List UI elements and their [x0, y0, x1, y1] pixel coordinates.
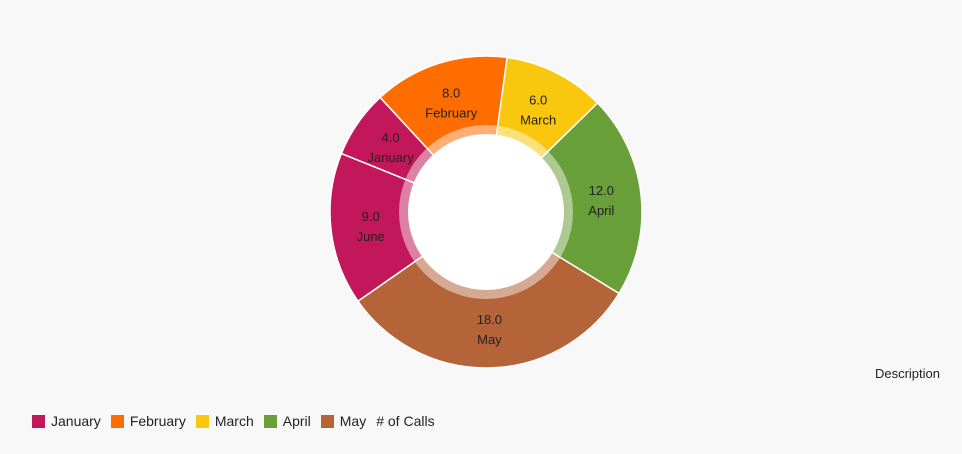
slice-label-group: 4.0 January 8.0 February 6.0 March 12.0 April 18…: [357, 85, 615, 347]
slice-april[interactable]: [484, 101, 643, 295]
legend-label: March: [214, 413, 254, 429]
slice-may[interactable]: [356, 211, 621, 369]
legend-item-april[interactable]: April: [263, 413, 311, 429]
legend-item-february[interactable]: February: [110, 413, 186, 429]
legend: January February March April May # of Calls: [32, 413, 435, 429]
legend-swatch: [32, 414, 45, 428]
legend-label: April: [282, 413, 311, 429]
legend-swatch: [263, 414, 277, 428]
slice-value-label: 6.0: [529, 92, 547, 107]
legend-label: May: [339, 413, 367, 429]
slice-category-label: January: [367, 150, 414, 165]
slice-category-label: March: [520, 112, 556, 127]
slice-value-label: 8.0: [442, 85, 460, 100]
legend-item-january[interactable]: January: [32, 413, 101, 429]
legend-label: February: [129, 413, 186, 429]
legend-items: January February March April May: [32, 413, 376, 429]
legend-label: January: [51, 413, 101, 429]
legend-swatch: [195, 414, 209, 428]
legend-dataset-label: # of Calls: [376, 413, 435, 429]
slice-value-label: 12.0: [589, 183, 614, 198]
slice-june[interactable]: [329, 152, 488, 303]
legend-item-may[interactable]: May: [320, 413, 367, 429]
slice-value-label: 4.0: [382, 130, 400, 145]
slice-value-label: 9.0: [362, 209, 380, 224]
legend-swatch: [110, 414, 124, 428]
slice-category-label: February: [425, 105, 478, 120]
donut-hole: [408, 134, 564, 290]
slice-value-label: 18.0: [477, 312, 502, 327]
legend-item-march[interactable]: March: [195, 413, 254, 429]
slice-category-label: May: [477, 332, 502, 347]
slice-category-label: April: [588, 203, 614, 218]
slice-category-label: June: [357, 229, 385, 244]
chart-description: Description: [874, 366, 940, 381]
legend-swatch: [320, 414, 334, 428]
